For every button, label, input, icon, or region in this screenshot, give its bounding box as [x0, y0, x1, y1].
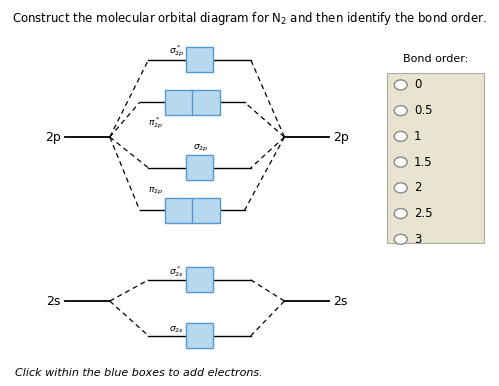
Circle shape: [394, 80, 407, 90]
Circle shape: [394, 234, 407, 244]
Bar: [186, 323, 213, 348]
Bar: [186, 47, 213, 73]
Circle shape: [394, 157, 407, 167]
Bar: [165, 198, 220, 223]
Text: $\sigma^*_{2s}$: $\sigma^*_{2s}$: [170, 264, 184, 279]
Text: Construct the molecular orbital diagram for N$_2$ and then identify the bond ord: Construct the molecular orbital diagram …: [12, 10, 487, 27]
Text: $\pi_{2p}$: $\pi_{2p}$: [148, 186, 163, 196]
Text: 2: 2: [414, 181, 422, 195]
Bar: [387, 73, 484, 243]
Text: 2p: 2p: [45, 130, 61, 144]
Circle shape: [394, 208, 407, 218]
Circle shape: [394, 106, 407, 116]
Bar: [186, 156, 213, 181]
Text: 1: 1: [414, 130, 422, 143]
Circle shape: [394, 131, 407, 141]
Text: 2p: 2p: [333, 130, 349, 144]
Bar: [165, 90, 220, 115]
Text: 3: 3: [414, 233, 422, 246]
Text: 0: 0: [414, 78, 422, 91]
Text: 2.5: 2.5: [414, 207, 433, 220]
Text: $\sigma_{2p}$: $\sigma_{2p}$: [193, 143, 208, 154]
Text: $\sigma^*_{2p}$: $\sigma^*_{2p}$: [169, 43, 184, 59]
Bar: [186, 267, 213, 293]
Text: 1.5: 1.5: [414, 156, 433, 169]
Text: $\sigma_{2s}$: $\sigma_{2s}$: [170, 324, 184, 335]
Text: 2s: 2s: [46, 295, 61, 308]
Text: Click within the blue boxes to add electrons.: Click within the blue boxes to add elect…: [15, 367, 262, 378]
Text: 2s: 2s: [333, 295, 348, 308]
Text: $\pi^*_{2p}$: $\pi^*_{2p}$: [148, 115, 163, 131]
Text: 0.5: 0.5: [414, 104, 433, 117]
Circle shape: [394, 183, 407, 193]
Text: Bond order:: Bond order:: [403, 54, 468, 64]
